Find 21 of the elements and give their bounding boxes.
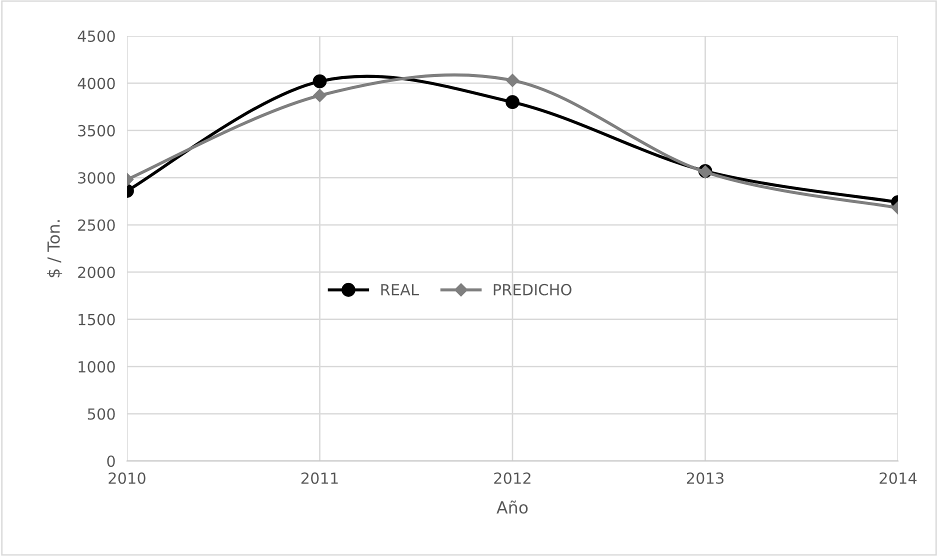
x-tick-label: 2013	[686, 472, 724, 484]
y-tick-label: 0	[107, 455, 115, 468]
point	[506, 74, 520, 87]
x-tick-label: 2010	[108, 472, 146, 484]
y-tick-label: 2500	[78, 219, 115, 231]
y-tick-label: 2000	[78, 266, 115, 278]
legend-label: REAL	[381, 284, 419, 296]
y-tick-label: 500	[88, 408, 115, 420]
legend-label: PREDICHO	[494, 284, 572, 296]
x-tick-label: 2014	[880, 472, 917, 484]
y-tick-label: 1500	[78, 314, 115, 326]
y-tick-label: 4500	[78, 30, 115, 42]
y-tick-label: 1000	[78, 361, 115, 373]
x-tick-label: 2011	[301, 472, 338, 484]
point	[506, 95, 520, 110]
x-axis-title: Año	[496, 500, 528, 514]
x-tick-label: 2012	[494, 472, 530, 484]
y-axis-title: $ / Ton.	[46, 220, 62, 278]
y-tick-label: 3500	[78, 124, 115, 136]
y-tick-label: 4000	[78, 78, 115, 90]
y-tick-label: 3000	[78, 172, 115, 184]
